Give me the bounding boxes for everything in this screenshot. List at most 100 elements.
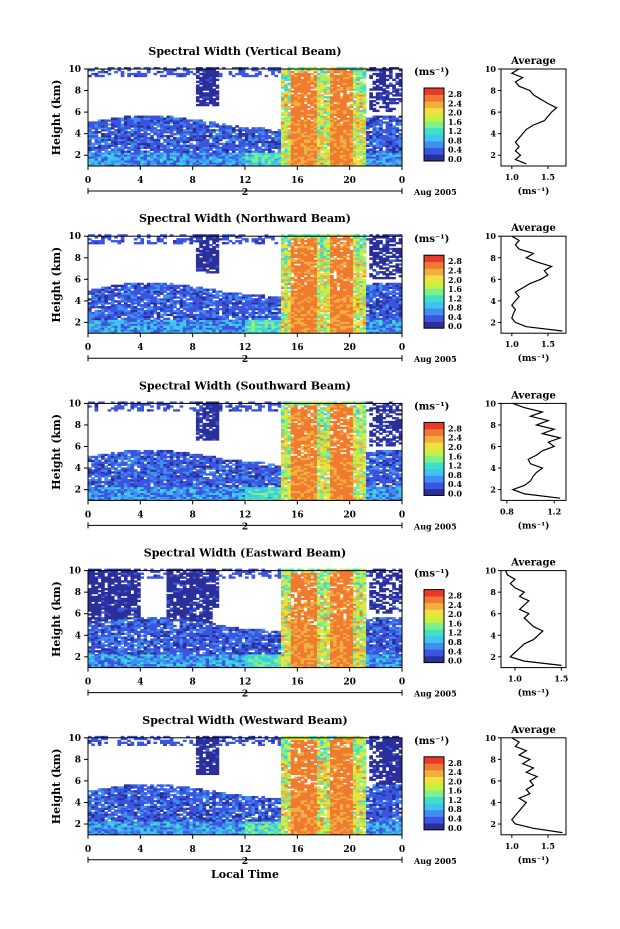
heatmap-cell (346, 164, 351, 167)
heatmap-cell (231, 134, 236, 138)
heatmap-cell (333, 78, 337, 82)
heatmap-cell (326, 90, 331, 93)
heatmap-cell (297, 90, 301, 93)
heatmap-cell (333, 131, 337, 134)
heatmap-cell (133, 164, 138, 167)
heatmap-cell (330, 134, 334, 138)
heatmap-cell (313, 140, 318, 144)
heatmap-cell (133, 74, 138, 78)
heatmap-cell (271, 72, 275, 76)
heatmap-cell (110, 288, 115, 291)
heatmap-cell (182, 119, 187, 122)
heatmap-cell (182, 131, 187, 134)
heatmap-cell (127, 304, 131, 307)
heatmap-cell (343, 129, 347, 132)
heatmap-cell (294, 247, 298, 251)
heatmap-cell (166, 127, 171, 130)
heatmap-cell (176, 125, 180, 128)
heatmap-cell (346, 125, 351, 128)
heatmap-cell (231, 148, 236, 151)
heatmap-cell (110, 284, 115, 288)
heatmap-cell (313, 131, 318, 134)
heatmap-cell (356, 119, 360, 122)
heatmap-cell (330, 78, 334, 82)
heatmap-cell (277, 158, 282, 161)
heatmap-cell (123, 136, 128, 140)
heatmap-cell (97, 156, 102, 159)
heatmap-cell (290, 101, 295, 105)
heatmap-cell (352, 162, 357, 165)
heatmap-cell (310, 107, 315, 111)
heatmap-cell (343, 88, 347, 91)
heatmap-cell (349, 67, 354, 70)
heatmap-cell (297, 84, 301, 87)
colorbar-tick-label: 0.8 (448, 135, 462, 145)
heatmap-cell (110, 240, 115, 243)
heatmap-cell (107, 156, 112, 159)
heatmap-cell (346, 86, 351, 89)
heatmap-cell (156, 136, 161, 140)
heatmap-cell (209, 100, 213, 103)
heatmap-cell (258, 136, 262, 140)
heatmap-cell (231, 150, 236, 153)
heatmap-cell (303, 158, 308, 161)
heatmap-cell (336, 74, 341, 78)
heatmap-cell (267, 144, 272, 147)
heatmap-cell (366, 142, 370, 146)
heatmap-cell (169, 154, 174, 157)
heatmap-cell (231, 138, 236, 142)
heatmap-cell (284, 154, 288, 157)
heatmap-cell (264, 152, 269, 155)
heatmap-cell (215, 243, 220, 247)
heatmap-cell (205, 94, 210, 97)
heatmap-cell (130, 119, 135, 122)
heatmap-cell (182, 129, 187, 132)
heatmap-cell (235, 146, 239, 149)
heatmap-cell (205, 269, 210, 272)
heatmap-cell (91, 127, 95, 130)
heatmap-cell (280, 98, 285, 101)
heatmap-cell (336, 136, 341, 140)
heatmap-cell (336, 142, 341, 146)
heatmap-cell (238, 144, 243, 147)
heatmap-cell (163, 134, 167, 138)
heatmap-cell (349, 146, 354, 149)
heatmap-cell (267, 131, 272, 134)
heatmap-cell (163, 148, 167, 151)
heatmap-cell (199, 249, 203, 253)
heatmap-cell (392, 94, 396, 97)
heatmap-cell (238, 240, 243, 243)
heatmap-cell (303, 80, 308, 83)
heatmap-cell (287, 131, 292, 134)
heatmap-cell (199, 96, 203, 99)
heatmap-cell (297, 74, 301, 78)
heatmap-cell (166, 142, 171, 146)
heatmap-cell (326, 148, 331, 151)
heatmap-cell (146, 150, 151, 153)
heatmap-cell (313, 100, 318, 103)
heatmap-cell (156, 125, 161, 128)
heatmap-cell (290, 94, 295, 97)
heatmap-cell (307, 96, 311, 99)
heatmap-cell (110, 154, 115, 157)
heatmap-cell (287, 156, 292, 159)
heatmap-cell (215, 84, 220, 87)
heatmap-cell (159, 313, 164, 317)
heatmap-cell (107, 302, 112, 305)
heatmap-cell (110, 148, 115, 151)
heatmap-cell (146, 164, 151, 167)
heatmap-cell (107, 158, 112, 161)
heatmap-cell (356, 154, 360, 157)
heatmap-cell (195, 313, 200, 317)
heatmap-cell (182, 150, 187, 153)
heatmap-cell (195, 144, 200, 147)
heatmap-cell (231, 164, 236, 167)
heatmap-cell (333, 103, 337, 107)
heatmap-cell (280, 138, 285, 142)
heatmap-cell (294, 80, 298, 83)
heatmap-cell (326, 142, 331, 146)
heatmap-cell (120, 146, 125, 149)
heatmap-cell (228, 319, 233, 322)
heatmap-cell (104, 158, 109, 161)
heatmap-cell (294, 84, 298, 87)
